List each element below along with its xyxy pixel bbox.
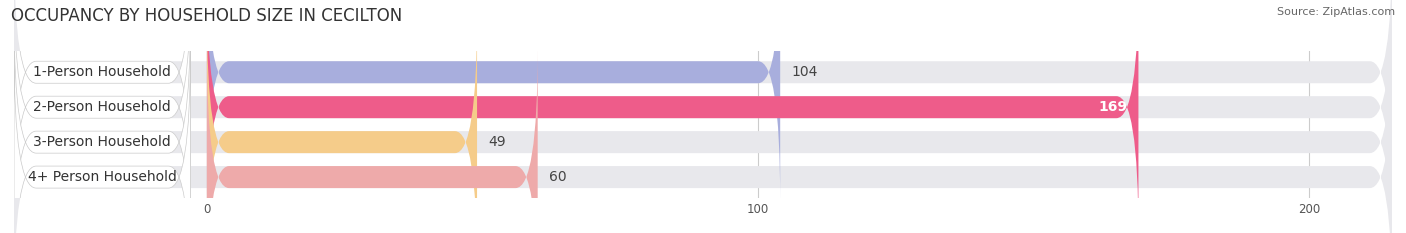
FancyBboxPatch shape	[14, 0, 190, 233]
Text: 1-Person Household: 1-Person Household	[34, 65, 172, 79]
Text: 4+ Person Household: 4+ Person Household	[28, 170, 177, 184]
Text: 3-Person Household: 3-Person Household	[34, 135, 172, 149]
Text: 169: 169	[1098, 100, 1128, 114]
FancyBboxPatch shape	[14, 0, 190, 201]
FancyBboxPatch shape	[14, 48, 190, 233]
FancyBboxPatch shape	[207, 48, 537, 233]
Text: 104: 104	[792, 65, 817, 79]
FancyBboxPatch shape	[207, 0, 780, 201]
FancyBboxPatch shape	[14, 13, 1392, 233]
FancyBboxPatch shape	[14, 0, 1392, 233]
Text: OCCUPANCY BY HOUSEHOLD SIZE IN CECILTON: OCCUPANCY BY HOUSEHOLD SIZE IN CECILTON	[11, 7, 402, 25]
FancyBboxPatch shape	[14, 48, 1392, 233]
Text: Source: ZipAtlas.com: Source: ZipAtlas.com	[1277, 7, 1395, 17]
FancyBboxPatch shape	[14, 13, 190, 233]
FancyBboxPatch shape	[207, 0, 1139, 233]
FancyBboxPatch shape	[207, 13, 477, 233]
Text: 60: 60	[548, 170, 567, 184]
Text: 2-Person Household: 2-Person Household	[34, 100, 172, 114]
Text: 49: 49	[488, 135, 506, 149]
FancyBboxPatch shape	[14, 0, 1392, 201]
